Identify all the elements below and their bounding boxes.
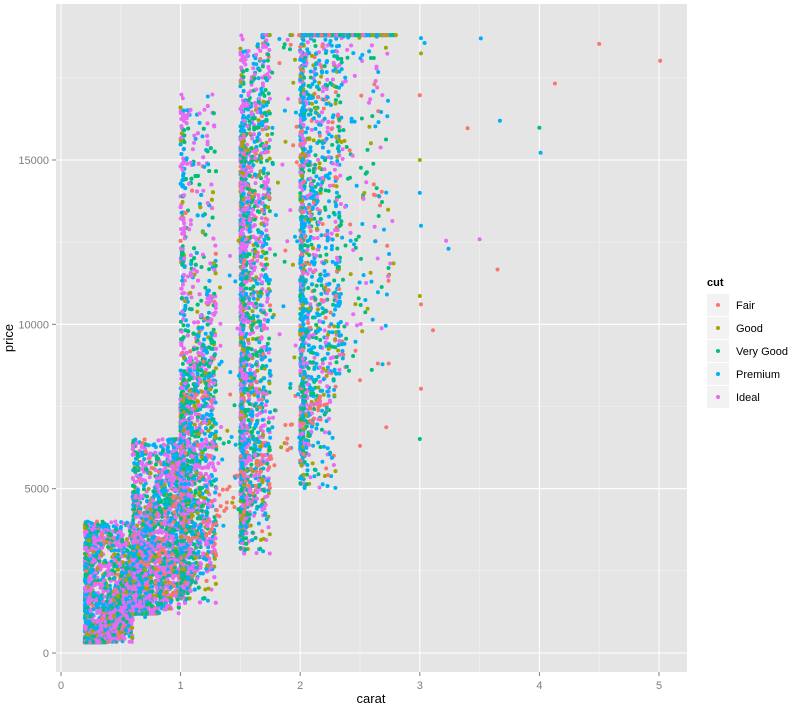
y-tick-label: 10000	[18, 319, 49, 331]
point-marker-icon	[716, 303, 720, 307]
point-marker-icon	[716, 372, 720, 376]
x-axis-title: carat	[357, 691, 386, 706]
legend-title: cut	[707, 277, 724, 289]
legend-item-premium: Premium	[705, 363, 790, 386]
y-axis: 0 5000 10000 15000	[18, 155, 56, 660]
legend-label: Good	[736, 322, 763, 335]
legend-key	[707, 340, 729, 363]
legend-item-ideal: Ideal	[705, 386, 790, 409]
y-tick-label: 0	[43, 648, 49, 660]
x-tick-label: 1	[178, 680, 184, 692]
x-tick-label: 3	[417, 680, 423, 692]
legend-label: Premium	[736, 368, 781, 381]
x-tick-label: 5	[656, 680, 662, 692]
legend-key	[707, 317, 729, 340]
x-tick-label: 2	[297, 680, 303, 692]
y-tick-label: 5000	[25, 484, 49, 496]
point-marker-icon	[716, 395, 720, 399]
point-marker-icon	[716, 349, 720, 353]
x-axis: 0 1 2 3 4 5	[58, 672, 662, 692]
legend-key	[707, 386, 729, 409]
y-tick-label: 15000	[18, 155, 49, 167]
legend: cut Fair Good Very Good Premium Ideal	[705, 276, 790, 409]
y-axis-title: price	[1, 324, 16, 352]
legend-label: Very Good	[736, 345, 788, 358]
legend-item-good: Good	[705, 317, 790, 340]
point-marker-icon	[716, 326, 720, 330]
x-tick-label: 0	[58, 680, 64, 692]
data-points	[82, 33, 663, 645]
legend-item-fair: Fair	[705, 294, 790, 317]
legend-key	[707, 363, 729, 386]
x-tick-label: 4	[536, 680, 542, 692]
legend-label: Fair	[736, 299, 755, 312]
legend-item-very-good: Very Good	[705, 340, 790, 363]
legend-label: Ideal	[736, 391, 760, 404]
legend-key	[707, 294, 729, 317]
